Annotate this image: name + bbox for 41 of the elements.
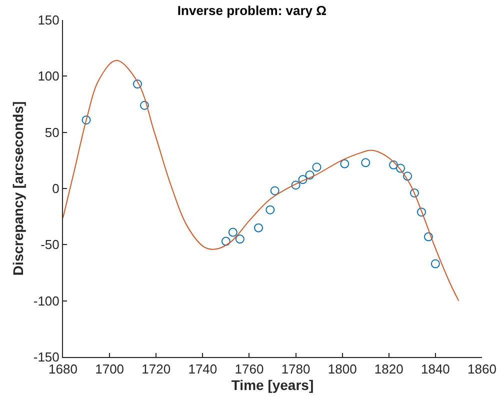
point — [305, 170, 314, 180]
point — [389, 160, 398, 170]
point — [416, 208, 426, 217]
point — [403, 172, 412, 181]
x-tick-label: 1700 — [95, 362, 124, 377]
point — [140, 100, 149, 110]
point — [221, 236, 230, 246]
x-tick-label: 1840 — [420, 362, 450, 377]
point — [424, 232, 433, 242]
point — [410, 188, 419, 198]
y-tick-label: -100 — [33, 293, 60, 308]
point — [291, 180, 300, 190]
point — [132, 80, 142, 89]
y-tick-label: 100 — [38, 68, 60, 84]
point — [266, 205, 275, 214]
x-tick-label: 1780 — [281, 362, 310, 377]
point — [82, 115, 91, 124]
point — [312, 162, 322, 172]
y-tick-label: 150 — [38, 12, 60, 28]
x-tick-label: 1720 — [142, 362, 171, 377]
point — [430, 259, 440, 268]
chart-title: Inverse problem: vary Ω — [177, 3, 327, 18]
x-axis-title: Time [years] — [231, 376, 314, 393]
point — [270, 186, 280, 196]
point — [228, 228, 238, 237]
y-axis-title: Discrepancy [arcseconds] — [10, 101, 26, 276]
line-series — [63, 60, 460, 302]
point — [340, 159, 350, 168]
point — [235, 234, 244, 244]
point — [396, 164, 406, 173]
point — [254, 223, 264, 232]
y-tick-label: -50 — [40, 237, 60, 252]
x-tick-label: 1740 — [188, 362, 218, 377]
y-tick-label: 50 — [44, 124, 60, 140]
point — [298, 175, 308, 184]
point — [361, 158, 370, 168]
x-tick-label: 1800 — [328, 362, 357, 377]
x-tick-label: 1820 — [374, 362, 404, 377]
y-tick-label: 0 — [52, 181, 60, 196]
x-tick-label: 1760 — [234, 362, 264, 377]
x-tick-label: 1860 — [468, 362, 496, 377]
